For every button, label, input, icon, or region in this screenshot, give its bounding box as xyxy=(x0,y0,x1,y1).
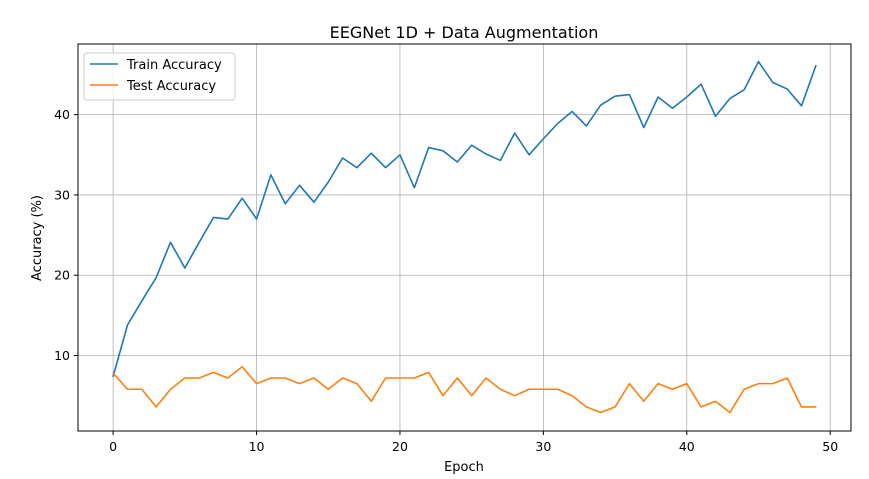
x-tick-label: 10 xyxy=(249,439,265,454)
x-tick-label: 20 xyxy=(392,439,408,454)
legend: Train Accuracy Test Accuracy xyxy=(83,52,236,101)
series-line-train xyxy=(112,60,817,378)
legend-label-train: Train Accuracy xyxy=(126,58,222,73)
grid xyxy=(78,44,851,431)
x-tick-label: 50 xyxy=(822,439,838,454)
y-tick-label: 20 xyxy=(54,268,70,283)
x-axis-label: Epoch xyxy=(444,460,484,475)
chart-title: EEGNet 1D + Data Augmentation xyxy=(330,23,599,42)
axis-ticks: 0 10 20 30 40 50 10 20 30 40 xyxy=(54,107,838,454)
y-tick-label: 40 xyxy=(54,107,70,122)
legend-box xyxy=(83,52,236,101)
x-tick-label: 0 xyxy=(109,439,117,454)
y-tick-label: 30 xyxy=(54,187,70,202)
series-line-test xyxy=(112,365,817,414)
x-tick-label: 30 xyxy=(535,439,551,454)
y-tick-label: 10 xyxy=(54,348,70,363)
legend-label-test: Test Accuracy xyxy=(126,79,216,94)
plot-frame xyxy=(77,43,852,432)
x-tick-label: 40 xyxy=(679,439,695,454)
series-lines xyxy=(112,60,817,414)
y-axis-label: Accuracy (%) xyxy=(30,195,45,281)
